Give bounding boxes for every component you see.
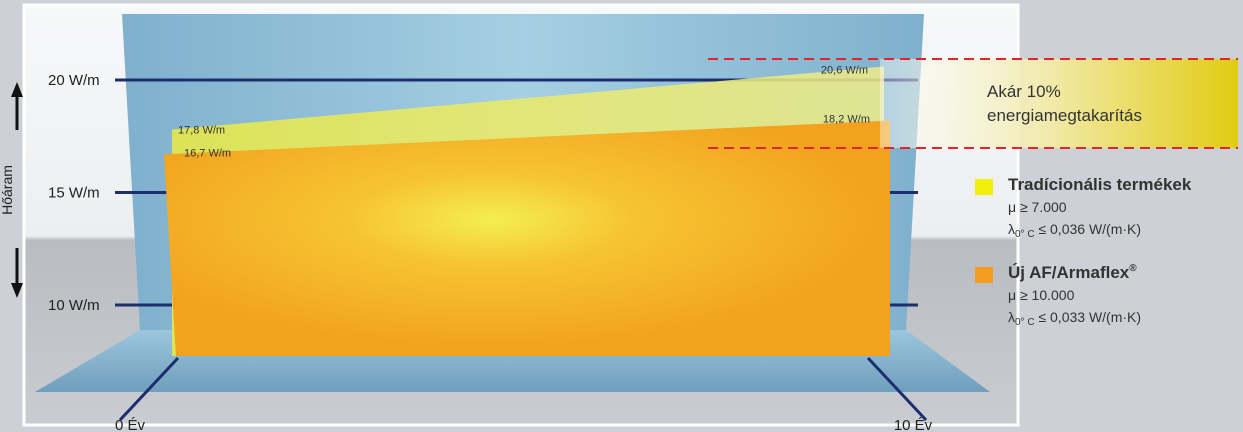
savings-box	[880, 59, 1238, 148]
legend-swatch-armaflex	[975, 267, 993, 283]
legend-title-armaflex: Új AF/Armaflex®	[1008, 263, 1137, 282]
savings-line-1: Akár 10%	[987, 82, 1061, 101]
x-tick-label-0: 0 Év	[115, 417, 146, 432]
y-axis-label: Hőáram	[0, 165, 15, 215]
up-arrow-icon	[11, 82, 23, 130]
y-tick-label-10: 10 W/m	[48, 297, 100, 314]
x-axis-start-line	[118, 356, 180, 422]
data-label-traditional-end: 20,6 W/m	[821, 65, 868, 77]
x-tick-label-1: 10 Év	[894, 417, 933, 432]
data-label-armaflex-start: 16,7 W/m	[184, 147, 231, 159]
data-label-armaflex-end: 18,2 W/m	[823, 114, 870, 126]
savings-line-2: energiamegtakarítás	[987, 106, 1142, 125]
y-tick-label-20: 20 W/m	[48, 72, 100, 89]
legend-mu-traditional: μ ≥ 7.000	[1008, 199, 1067, 215]
legend-lambda-traditional: λ0° C ≤ 0,036 W/(m·K)	[1008, 221, 1142, 240]
x-axis-end-line	[866, 356, 928, 422]
legend-title-traditional: Tradícionális termékek	[1008, 175, 1192, 194]
legend-mu-armaflex: μ ≥ 10.000	[1008, 287, 1075, 303]
series-area-armaflex	[164, 120, 890, 356]
y-tick-label-15: 15 W/m	[48, 185, 100, 202]
legend-lambda-armaflex: λ0° C ≤ 0,033 W/(m·K)	[1008, 309, 1142, 328]
down-arrow-icon	[11, 248, 23, 298]
data-label-traditional-start: 17,8 W/m	[178, 125, 225, 137]
savings-annotation: Akár 10% energiamegtakarítás	[987, 80, 1142, 128]
legend-swatch-traditional	[975, 179, 993, 195]
